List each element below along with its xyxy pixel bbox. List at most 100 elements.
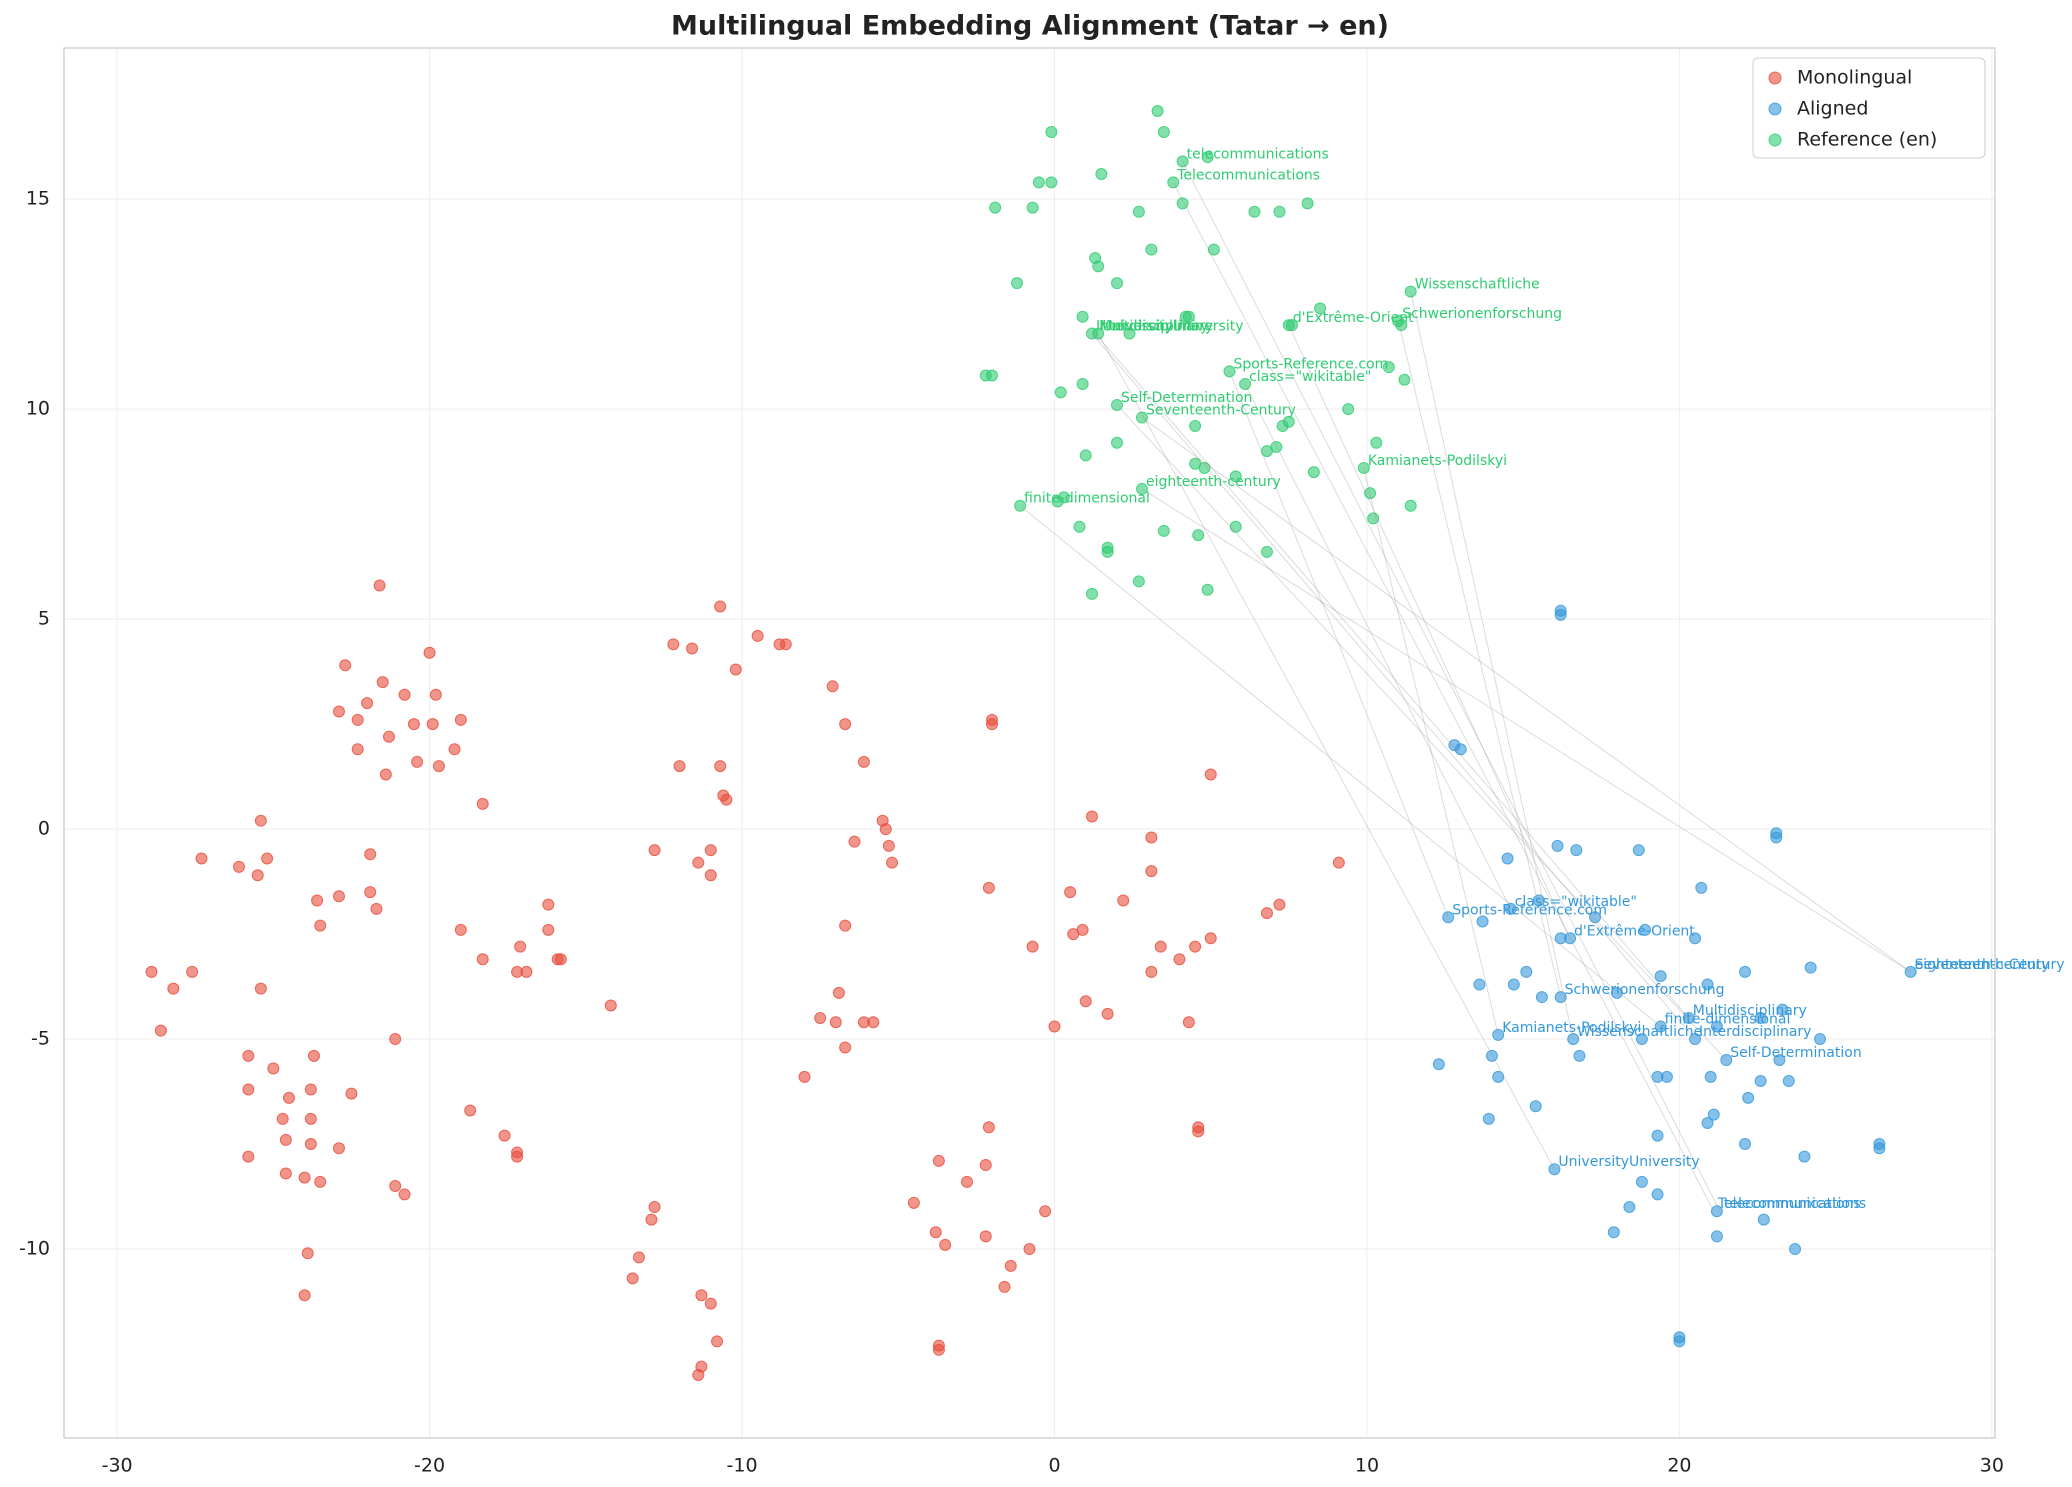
alignment-line [1363, 467, 1499, 1035]
reference-label: eighteenth-century [1146, 474, 1281, 490]
point [1673, 1335, 1686, 1348]
point [1151, 104, 1164, 117]
point [1273, 205, 1286, 218]
point [1473, 978, 1486, 991]
point [1173, 953, 1186, 966]
point [1573, 1049, 1586, 1062]
point [1167, 176, 1180, 189]
aligned-label: d'Extrême-Orient [1574, 923, 1695, 939]
point [1720, 1054, 1733, 1067]
legend-marker [1768, 71, 1782, 85]
point [1067, 928, 1080, 941]
point [1101, 1007, 1114, 1020]
point [1301, 197, 1314, 210]
point [1204, 768, 1217, 781]
x-tick-label: 10 [1355, 1455, 1379, 1477]
plot-frame [63, 47, 1996, 1439]
reference-label: Interdisciplinary [1096, 319, 1208, 335]
point [1535, 991, 1548, 1004]
point [982, 881, 995, 894]
point [1554, 608, 1567, 621]
point [1023, 1243, 1036, 1256]
point [1382, 361, 1395, 374]
point [1873, 1142, 1886, 1155]
point [311, 894, 324, 907]
reference-label: Telecommunications [1176, 167, 1320, 183]
point [1770, 831, 1783, 844]
y-tick-label: 0 [38, 818, 50, 840]
point [1364, 487, 1377, 500]
y-tick-label: -5 [31, 1028, 50, 1050]
point [304, 1112, 317, 1125]
alignment-line [1244, 383, 1512, 910]
point [648, 1201, 661, 1214]
point [832, 986, 845, 999]
point [1085, 587, 1098, 600]
point [1482, 1112, 1495, 1125]
point [1432, 1058, 1445, 1071]
point [751, 629, 764, 642]
point [1273, 898, 1286, 911]
alignment-line [1091, 333, 1696, 1040]
point [1367, 512, 1380, 525]
point [1048, 1020, 1061, 1033]
point [314, 919, 327, 932]
point [1045, 125, 1058, 138]
point [1051, 495, 1064, 508]
point [195, 852, 208, 865]
point [1207, 243, 1220, 256]
point [1370, 436, 1383, 449]
point [1404, 499, 1417, 512]
point [1507, 978, 1520, 991]
point [1635, 1175, 1648, 1188]
point [1276, 419, 1289, 432]
point [301, 1247, 314, 1260]
reference-label: d'Extrême-Orient [1293, 310, 1414, 326]
point [1204, 932, 1217, 945]
point [242, 1150, 255, 1163]
point [939, 1238, 952, 1251]
alignment-line [1116, 404, 1727, 1061]
aligned-label: eighteenth-century [1915, 957, 2050, 973]
point [714, 760, 727, 773]
point [351, 743, 364, 756]
point [1710, 1230, 1723, 1243]
point [1357, 461, 1370, 474]
point [186, 965, 199, 978]
point [542, 923, 555, 936]
point [1248, 205, 1261, 218]
aligned-label: class="wikitable" [1515, 894, 1637, 910]
point [345, 1087, 358, 1100]
point [1789, 1243, 1802, 1256]
point [407, 718, 420, 731]
point [1707, 1108, 1720, 1121]
point [314, 1175, 327, 1188]
point [1145, 831, 1158, 844]
point [254, 982, 267, 995]
point [1704, 1070, 1717, 1083]
point [867, 1016, 880, 1029]
point [1639, 923, 1652, 936]
point [1754, 1075, 1767, 1088]
point [1101, 545, 1114, 558]
x-tick-label: -20 [414, 1455, 445, 1477]
aligned-label: Multidisciplinary [1693, 1003, 1807, 1019]
point [1117, 894, 1130, 907]
point [704, 1297, 717, 1310]
point [720, 793, 733, 806]
x-tick-label: -10 [727, 1455, 758, 1477]
point [989, 201, 1002, 214]
point [882, 839, 895, 852]
point [454, 713, 467, 726]
point [1260, 907, 1273, 920]
point [857, 755, 870, 768]
point [476, 797, 489, 810]
point [332, 1142, 345, 1155]
point [298, 1171, 311, 1184]
point [1610, 986, 1623, 999]
alignment-line [1229, 371, 1449, 918]
aligned-label: UniversityUniversity [1558, 1154, 1699, 1170]
y-tick-label: 10 [26, 398, 50, 420]
point [1570, 844, 1583, 857]
point [1485, 1049, 1498, 1062]
